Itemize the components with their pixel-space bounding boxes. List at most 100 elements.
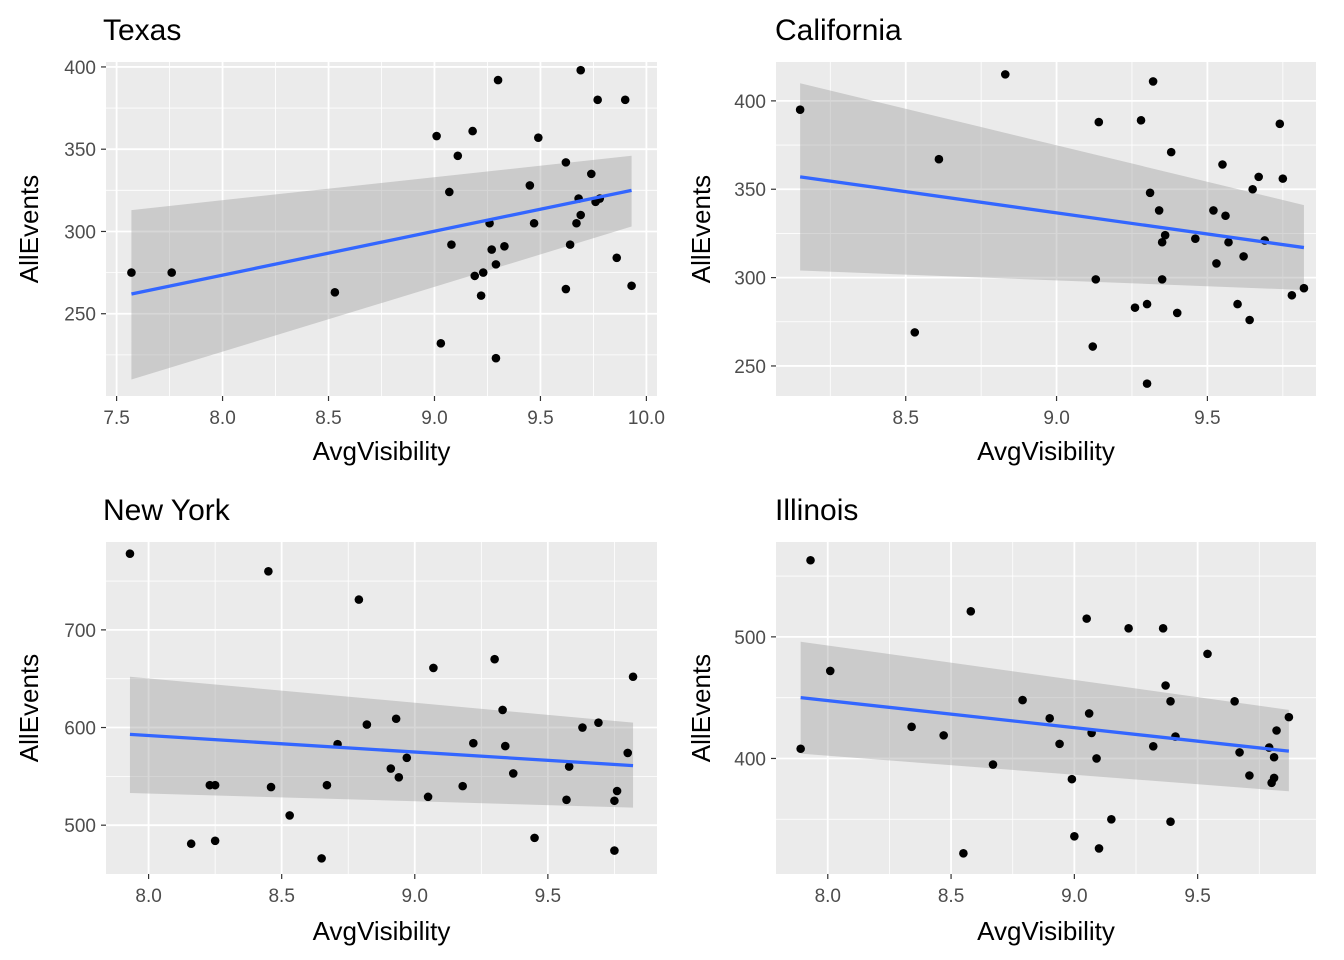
data-point	[491, 353, 501, 363]
data-point	[1272, 726, 1281, 735]
data-point	[476, 291, 486, 300]
data-point	[1166, 697, 1175, 706]
data-point	[966, 607, 976, 616]
data-point	[330, 288, 340, 297]
data-point	[1209, 206, 1218, 215]
data-point	[1092, 754, 1101, 763]
data-point	[612, 786, 622, 796]
data-point	[1145, 188, 1155, 198]
data-point	[529, 218, 539, 228]
x-tick-label: 9.5	[527, 408, 553, 429]
data-point	[491, 260, 501, 269]
data-point	[1287, 290, 1297, 300]
data-points	[796, 555, 1294, 858]
data-point	[1203, 649, 1212, 659]
x-tick-label: 9.0	[1043, 408, 1069, 429]
data-point	[1142, 299, 1152, 309]
data-point	[322, 780, 332, 790]
data-point	[402, 753, 412, 763]
x-axis-title: AvgVisibility	[313, 916, 451, 946]
panel-title: Illinois	[775, 494, 858, 527]
y-axis-title: AllEvents	[14, 175, 44, 283]
confidence-band	[131, 155, 632, 380]
x-tick-label: 8.0	[135, 886, 161, 907]
panel-california: 8.5 9.0 9.5 250 300 350 400 California AvgVisibi…	[686, 14, 1316, 466]
data-point	[1248, 184, 1257, 194]
data-point	[500, 241, 509, 251]
regression-line	[800, 696, 1290, 753]
data-point	[593, 95, 602, 105]
x-tick-label: 9.0	[402, 886, 428, 907]
confidence-band	[800, 83, 1304, 290]
y-axis-title: AllEvents	[14, 654, 44, 762]
data-point	[1212, 259, 1221, 268]
x-tick-label: 9.0	[421, 408, 447, 429]
data-point	[620, 95, 630, 105]
data-point	[1000, 70, 1010, 79]
data-point	[1235, 748, 1244, 757]
data-point	[1284, 712, 1294, 722]
y-tick-label: 500	[64, 816, 96, 837]
data-point	[468, 126, 477, 136]
data-point	[386, 764, 396, 773]
y-tick-label: 500	[734, 628, 766, 649]
data-point	[795, 105, 805, 115]
data-point	[1055, 739, 1064, 749]
data-point	[1166, 817, 1175, 827]
data-point	[530, 833, 539, 843]
plot-background	[776, 542, 1316, 874]
panel-title: California	[775, 14, 902, 47]
data-point	[423, 792, 433, 802]
data-points	[125, 549, 638, 863]
panel-texas: 7.5 8.0 8.5 9.0 9.5 10.0 250 300 350 400 Texas AvgV…	[14, 14, 665, 466]
data-point	[210, 836, 220, 846]
data-point	[1070, 832, 1079, 841]
data-point	[445, 187, 454, 197]
data-point	[125, 549, 135, 559]
data-point	[453, 151, 463, 161]
data-point	[1088, 342, 1098, 351]
data-point	[564, 762, 574, 771]
data-point	[394, 773, 404, 782]
data-point	[447, 240, 456, 249]
data-point	[587, 169, 596, 179]
data-point	[572, 218, 581, 228]
x-tick-label: 10.0	[628, 408, 665, 429]
data-point	[1094, 117, 1104, 127]
data-point	[1157, 275, 1167, 284]
data-point	[1045, 714, 1054, 723]
data-point	[594, 718, 603, 727]
data-point	[186, 839, 196, 849]
chart-panels: 7.5 8.0 8.5 9.0 9.5 10.0 250 300 350 400 Texas AvgV…	[14, 14, 1316, 946]
data-point	[1278, 174, 1288, 183]
data-point	[264, 566, 273, 576]
data-point	[806, 555, 815, 565]
data-point	[487, 245, 497, 254]
data-point	[354, 595, 364, 604]
x-tick-label: 8.0	[815, 886, 841, 907]
data-point	[939, 731, 948, 740]
y-tick-label: 250	[734, 357, 766, 378]
data-point	[362, 720, 372, 729]
confidence-band	[129, 676, 634, 808]
x-tick-label: 8.5	[315, 408, 341, 429]
x-tick-label: 9.5	[1194, 408, 1220, 429]
data-point	[1082, 614, 1091, 623]
data-point	[1161, 681, 1170, 690]
data-point	[167, 268, 176, 277]
data-point	[1136, 116, 1146, 125]
y-axis-title: AllEvents	[686, 654, 716, 762]
data-point	[796, 744, 805, 754]
data-point	[500, 741, 510, 751]
data-point	[1233, 299, 1242, 309]
data-point	[1142, 379, 1152, 388]
data-point	[562, 795, 571, 805]
data-point	[525, 181, 535, 190]
data-point	[534, 133, 543, 142]
x-axis-title: AvgVisibility	[977, 916, 1115, 946]
y-tick-label: 250	[64, 305, 96, 326]
data-point	[266, 782, 276, 792]
y-tick-label: 400	[64, 58, 96, 79]
data-point	[934, 154, 944, 164]
data-point	[561, 284, 571, 294]
